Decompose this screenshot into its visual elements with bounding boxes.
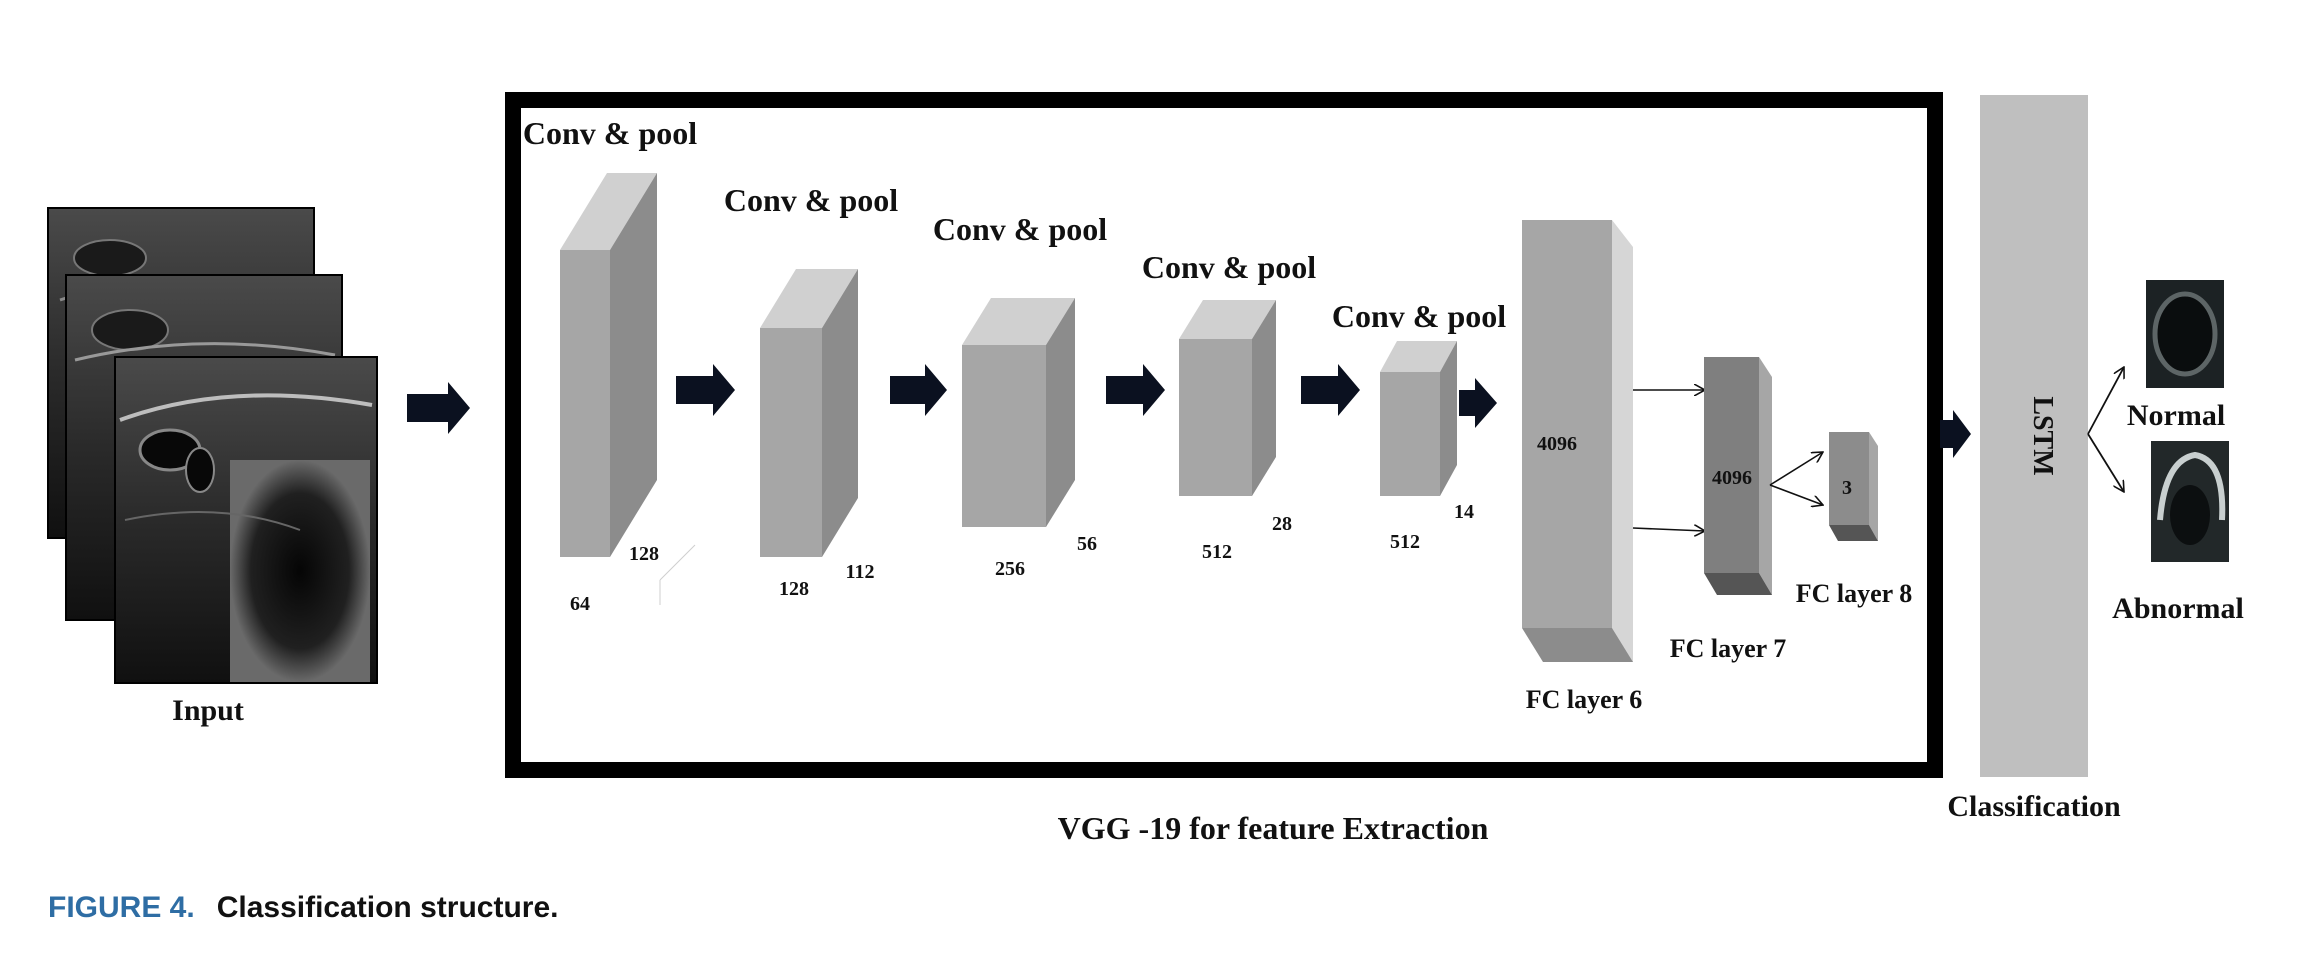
input-label: Input <box>172 694 244 727</box>
figure-caption-text: Classification structure. <box>217 891 559 924</box>
abnormal-label: Abnormal <box>2112 592 2244 625</box>
fc-layer-7-block <box>1704 357 1772 595</box>
classification-label: Classification <box>1947 790 2121 823</box>
conv-block-5 <box>1380 341 1457 496</box>
arrow-stage-1-2 <box>676 364 735 416</box>
conv-block-4 <box>1179 300 1276 496</box>
stage-3-width-label: 256 <box>995 558 1025 580</box>
conv-block-3 <box>962 298 1075 527</box>
stage-1-title: Conv & pool <box>523 115 697 151</box>
arrow-stage-3-4 <box>1106 364 1165 416</box>
stage-1-depth-label: 128 <box>629 543 659 565</box>
normal-thumbnail <box>2146 280 2224 388</box>
fc-layer-6-units: 4096 <box>1537 433 1577 455</box>
vgg-caption: VGG -19 for feature Extraction <box>1058 810 1489 846</box>
stage-4-title: Conv & pool <box>1142 249 1316 285</box>
stage-4-width-label: 512 <box>1202 541 1232 563</box>
arrow-stage-2-3 <box>890 364 947 416</box>
conv-block-1 <box>560 173 657 557</box>
stage-5-depth-label: 14 <box>1454 501 1474 523</box>
stage-2-depth-label: 112 <box>846 561 875 583</box>
ultrasound-frame-3 <box>114 356 378 684</box>
normal-label: Normal <box>2127 399 2225 432</box>
stage-1-dimension-mark <box>659 544 696 605</box>
arrow-fc6-to-fc7-bottom <box>1632 528 1705 531</box>
stage-2-title: Conv & pool <box>724 182 898 218</box>
arrow-input-to-vgg <box>407 382 470 434</box>
fc-layer-6-block <box>1522 220 1633 662</box>
lstm-label: LSTM <box>2027 396 2058 475</box>
arrow-fc7-to-fc8-down <box>1769 484 1823 505</box>
input-image-stack <box>47 207 378 684</box>
stage-3-depth-label: 56 <box>1077 533 1097 555</box>
lstm-block <box>1980 95 2088 777</box>
arrow-fc7-to-fc8-up <box>1769 452 1823 486</box>
stage-4-depth-label: 28 <box>1272 513 1292 535</box>
stage-2-width-label: 128 <box>779 578 809 600</box>
fc-layer-8-units: 3 <box>1842 477 1852 499</box>
arrow-stage-4-5 <box>1301 364 1360 416</box>
figure-caption: FIGURE 4. Classification structure. <box>48 891 558 924</box>
abnormal-thumbnail <box>2151 441 2229 562</box>
arrow-vgg-to-lstm <box>1940 410 1971 458</box>
stage-3-title: Conv & pool <box>933 211 1107 247</box>
stage-5-width-label: 512 <box>1390 531 1420 553</box>
arrow-lstm-to-normal <box>2087 367 2124 435</box>
figure-number: FIGURE 4. <box>48 891 195 924</box>
arrow-stage-5-fc6 <box>1459 378 1497 428</box>
stage-5-title: Conv & pool <box>1332 298 1506 334</box>
stage-1-width-label: 64 <box>570 593 590 615</box>
vgg-feature-extraction-frame <box>505 92 1943 778</box>
arrow-lstm-to-abnormal <box>2087 433 2124 492</box>
fc-layer-7-label: FC layer 7 <box>1670 634 1787 663</box>
fc-layer-6-label: FC layer 6 <box>1526 685 1643 714</box>
fc-layer-7-units: 4096 <box>1712 467 1752 489</box>
fc-layer-8-label: FC layer 8 <box>1796 579 1913 608</box>
conv-block-2 <box>760 269 858 557</box>
fc-layer-8-block <box>1829 432 1878 541</box>
